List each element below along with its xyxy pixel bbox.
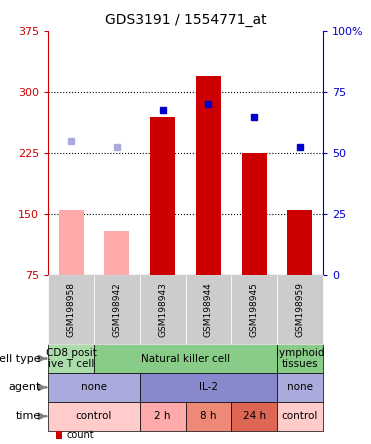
Title: GDS3191 / 1554771_at: GDS3191 / 1554771_at [105,13,266,27]
Text: IL-2: IL-2 [199,382,218,392]
Text: GSM198959: GSM198959 [295,282,304,337]
Text: CD8 posit
ive T cell: CD8 posit ive T cell [46,348,96,369]
Text: none: none [81,382,107,392]
Text: time: time [16,411,41,421]
Text: cell type: cell type [0,353,41,364]
Text: control: control [282,411,318,421]
Text: Natural killer cell: Natural killer cell [141,353,230,364]
Text: 8 h: 8 h [200,411,217,421]
Text: GSM198958: GSM198958 [67,282,76,337]
Text: lymphoid
tissues: lymphoid tissues [276,348,324,369]
Bar [287,210,312,275]
Text: 24 h: 24 h [243,411,266,421]
Text: GSM198942: GSM198942 [112,282,121,337]
Bar [196,76,221,275]
Text: 2 h: 2 h [154,411,171,421]
Text: count: count [66,430,93,440]
Text: none: none [287,382,313,392]
Text: GSM198943: GSM198943 [158,282,167,337]
Text: GSM198944: GSM198944 [204,282,213,337]
Text: GSM198945: GSM198945 [250,282,259,337]
Text: agent: agent [9,382,41,392]
Text: control: control [76,411,112,421]
Bar [150,117,175,275]
Bar [104,230,129,275]
Bar [59,210,84,275]
Bar [242,153,267,275]
